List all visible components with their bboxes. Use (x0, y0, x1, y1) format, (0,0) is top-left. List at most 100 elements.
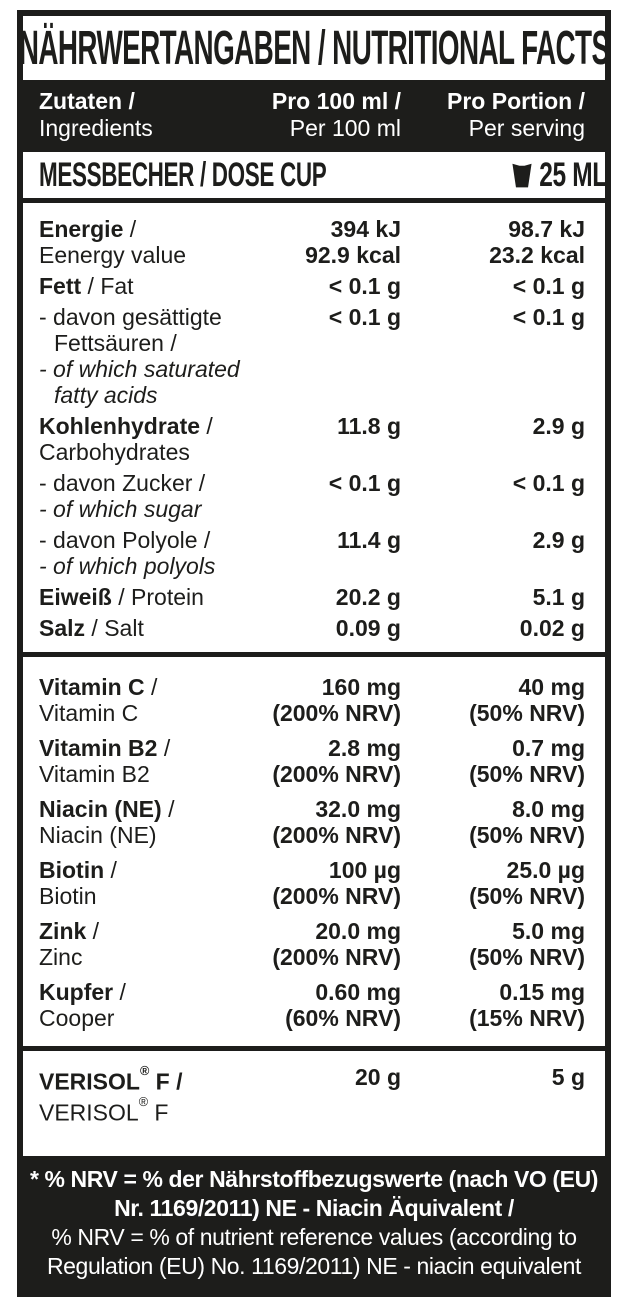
value-per-100ml: 160 mg (200% NRV) (260, 674, 425, 726)
nutrient-row-zinc: Zink / Zinc 20.0 mg (200% NRV) 5.0 mg (5… (23, 918, 605, 970)
value-per-100ml: < 0.1 g (260, 304, 425, 408)
nutrient-en: Vitamin C (39, 700, 139, 726)
nutrient-de: Energie (39, 216, 124, 242)
nrv-line: (50% NRV) (469, 883, 585, 909)
nutrient-label: Biotin / Biotin (23, 857, 260, 909)
value-line: < 0.1 g (328, 470, 401, 496)
dose-cup-row: MESSBECHER / DOSE CUP 25 ML (23, 152, 608, 203)
value-per-serving: 98.7 kJ 23.2 kcal (425, 216, 605, 268)
nutrient-en: Niacin (NE) (39, 822, 157, 848)
value-per-serving: 0.15 mg (15% NRV) (425, 979, 605, 1031)
value-per-100ml: 11.8 g (260, 413, 425, 465)
value-line: 2.8 mg (328, 735, 401, 761)
nutrient-en: Zinc (39, 944, 83, 970)
nutrient-sep: / (113, 979, 126, 1005)
nutrient-sep: / (161, 796, 175, 822)
value-per-100ml: 20.0 mg (200% NRV) (260, 918, 425, 970)
value-line: 11.8 g (337, 413, 401, 439)
nutrition-label: NÄHRWERTANGABEN / NUTRITIONAL FACTS Zuta… (17, 10, 611, 1297)
value-per-serving: 8.0 mg (50% NRV) (425, 796, 605, 848)
nutrient-sep: / (157, 735, 171, 761)
value-line: 20 g (354, 1064, 401, 1090)
nrv-line: (50% NRV) (469, 761, 585, 787)
column-header-per-100ml: Pro 100 ml / Per 100 ml (260, 88, 425, 142)
nutrient-en: - of which saturated (39, 356, 240, 382)
value-line: 32.0 mg (315, 796, 401, 822)
nutrient-de: - davon Zucker / (39, 470, 206, 496)
column-header-ingredients: Zutaten / Ingredients (23, 88, 260, 142)
column-header-de: Zutaten / (39, 88, 135, 114)
nutrient-en: Biotin (39, 883, 97, 909)
dose-cup-volume: 25 ML (539, 155, 608, 194)
nutrient-de-tail: F / (149, 1068, 183, 1095)
dose-cup-icon (512, 163, 532, 188)
column-header-en: Per 100 ml (289, 115, 401, 141)
nutrient-label: Zink / Zinc (23, 918, 260, 970)
footnote-line-en-2: Regulation (EU) No. 1169/2011) NE - niac… (46, 1253, 582, 1280)
value-line: 160 mg (321, 674, 401, 700)
value-per-serving: < 0.1 g (425, 273, 605, 299)
value-per-100ml: 394 kJ 92.9 kcal (260, 216, 425, 268)
footnote-line-de-2: Nr. 1169/2011) NE - Niacin Äquivalent / (114, 1195, 514, 1222)
value-per-100ml: 0.60 mg (60% NRV) (260, 979, 425, 1031)
value-line: 0.7 mg (512, 735, 585, 761)
value-line: 5 g (551, 1064, 585, 1090)
nutrient-label: Vitamin B2 / Vitamin B2 (23, 735, 260, 787)
nutrient-sep: / (144, 674, 158, 700)
nutrient-row-sugar: - davon Zucker / - of which sugar < 0.1 … (23, 470, 605, 522)
nutrient-de: VERISOL (39, 1068, 140, 1095)
value-per-serving: 5.1 g (425, 584, 605, 610)
value-line: 20.2 g (335, 584, 401, 610)
registered-mark: ® (139, 1064, 150, 1079)
nutrient-en: Carbohydrates (39, 439, 190, 465)
nutrient-sep: / (86, 918, 100, 944)
value-line: 0.09 g (335, 615, 401, 641)
nutrient-row-copper: Kupfer / Cooper 0.60 mg (60% NRV) 0.15 m… (23, 979, 605, 1031)
nutrient-row-biotin: Biotin / Biotin 100 µg (200% NRV) 25.0 µ… (23, 857, 605, 909)
nutrient-de: Biotin (39, 857, 105, 883)
nrv-line: (200% NRV) (272, 883, 401, 909)
value-line: 23.2 kcal (489, 242, 585, 268)
nutrient-label: Kupfer / Cooper (23, 979, 260, 1031)
macro-nutrient-table: Energie / Eenergy value 394 kJ 92.9 kcal… (23, 203, 605, 652)
nutrient-en: / Protein (111, 584, 204, 610)
nutrient-de-wrap: Fettsäuren / (54, 330, 177, 356)
nutrient-label: VERISOL® F / VERISOL® F (23, 1064, 260, 1125)
nutrient-de: Kohlenhydrate (39, 413, 201, 439)
column-header-de: Pro 100 ml / (271, 88, 401, 114)
nrv-line: (200% NRV) (272, 761, 401, 787)
nutrient-label: - davon Polyole / - of which polyols (23, 527, 260, 579)
nutrient-de: - davon gesättigte (39, 304, 222, 330)
nutrient-de: Vitamin C (39, 674, 145, 700)
nrv-line: (50% NRV) (469, 822, 585, 848)
nutrient-en: - of which sugar (39, 496, 202, 522)
value-line: 11.4 g (337, 527, 401, 553)
column-header-en: Ingredients (39, 115, 153, 141)
nutrient-label: - davon gesättigte Fettsäuren / - of whi… (23, 304, 260, 408)
value-line: 2.9 g (532, 527, 585, 553)
nrv-line: (200% NRV) (272, 944, 401, 970)
nutrient-de: Vitamin B2 (39, 735, 158, 761)
nutrient-de: Fett (39, 273, 82, 299)
nutrient-en: Cooper (39, 1005, 115, 1031)
value-per-serving: < 0.1 g (425, 304, 605, 408)
nrv-footnote: * % NRV = % der Nährstoffbezugswerte (na… (23, 1156, 605, 1292)
nutrient-de: - davon Polyole / (39, 527, 211, 553)
nutrient-de: Salz (39, 615, 86, 641)
nrv-line: (50% NRV) (469, 944, 585, 970)
value-line: 0.60 mg (315, 979, 401, 1005)
nutrient-row-protein: Eiweiß / Protein 20.2 g 5.1 g (23, 584, 605, 610)
nutrient-row-fat: Fett / Fat < 0.1 g < 0.1 g (23, 273, 605, 299)
nutrient-label: Vitamin C / Vitamin C (23, 674, 260, 726)
nrv-line: (200% NRV) (272, 822, 401, 848)
value-per-100ml: 20.2 g (260, 584, 425, 610)
value-line: 5.1 g (532, 584, 585, 610)
nutrient-label: - davon Zucker / - of which sugar (23, 470, 260, 522)
nutrient-en: / Fat (81, 273, 134, 299)
column-header-per-serving: Pro Portion / Per serving (425, 88, 605, 142)
value-line: 40 mg (518, 674, 585, 700)
nutrient-label: Kohlenhydrate / Carbohydrates (23, 413, 260, 465)
dose-cup-volume-group: 25 ML (512, 156, 608, 195)
nutrient-de: Zink (39, 918, 87, 944)
value-line: 5.0 mg (512, 918, 585, 944)
